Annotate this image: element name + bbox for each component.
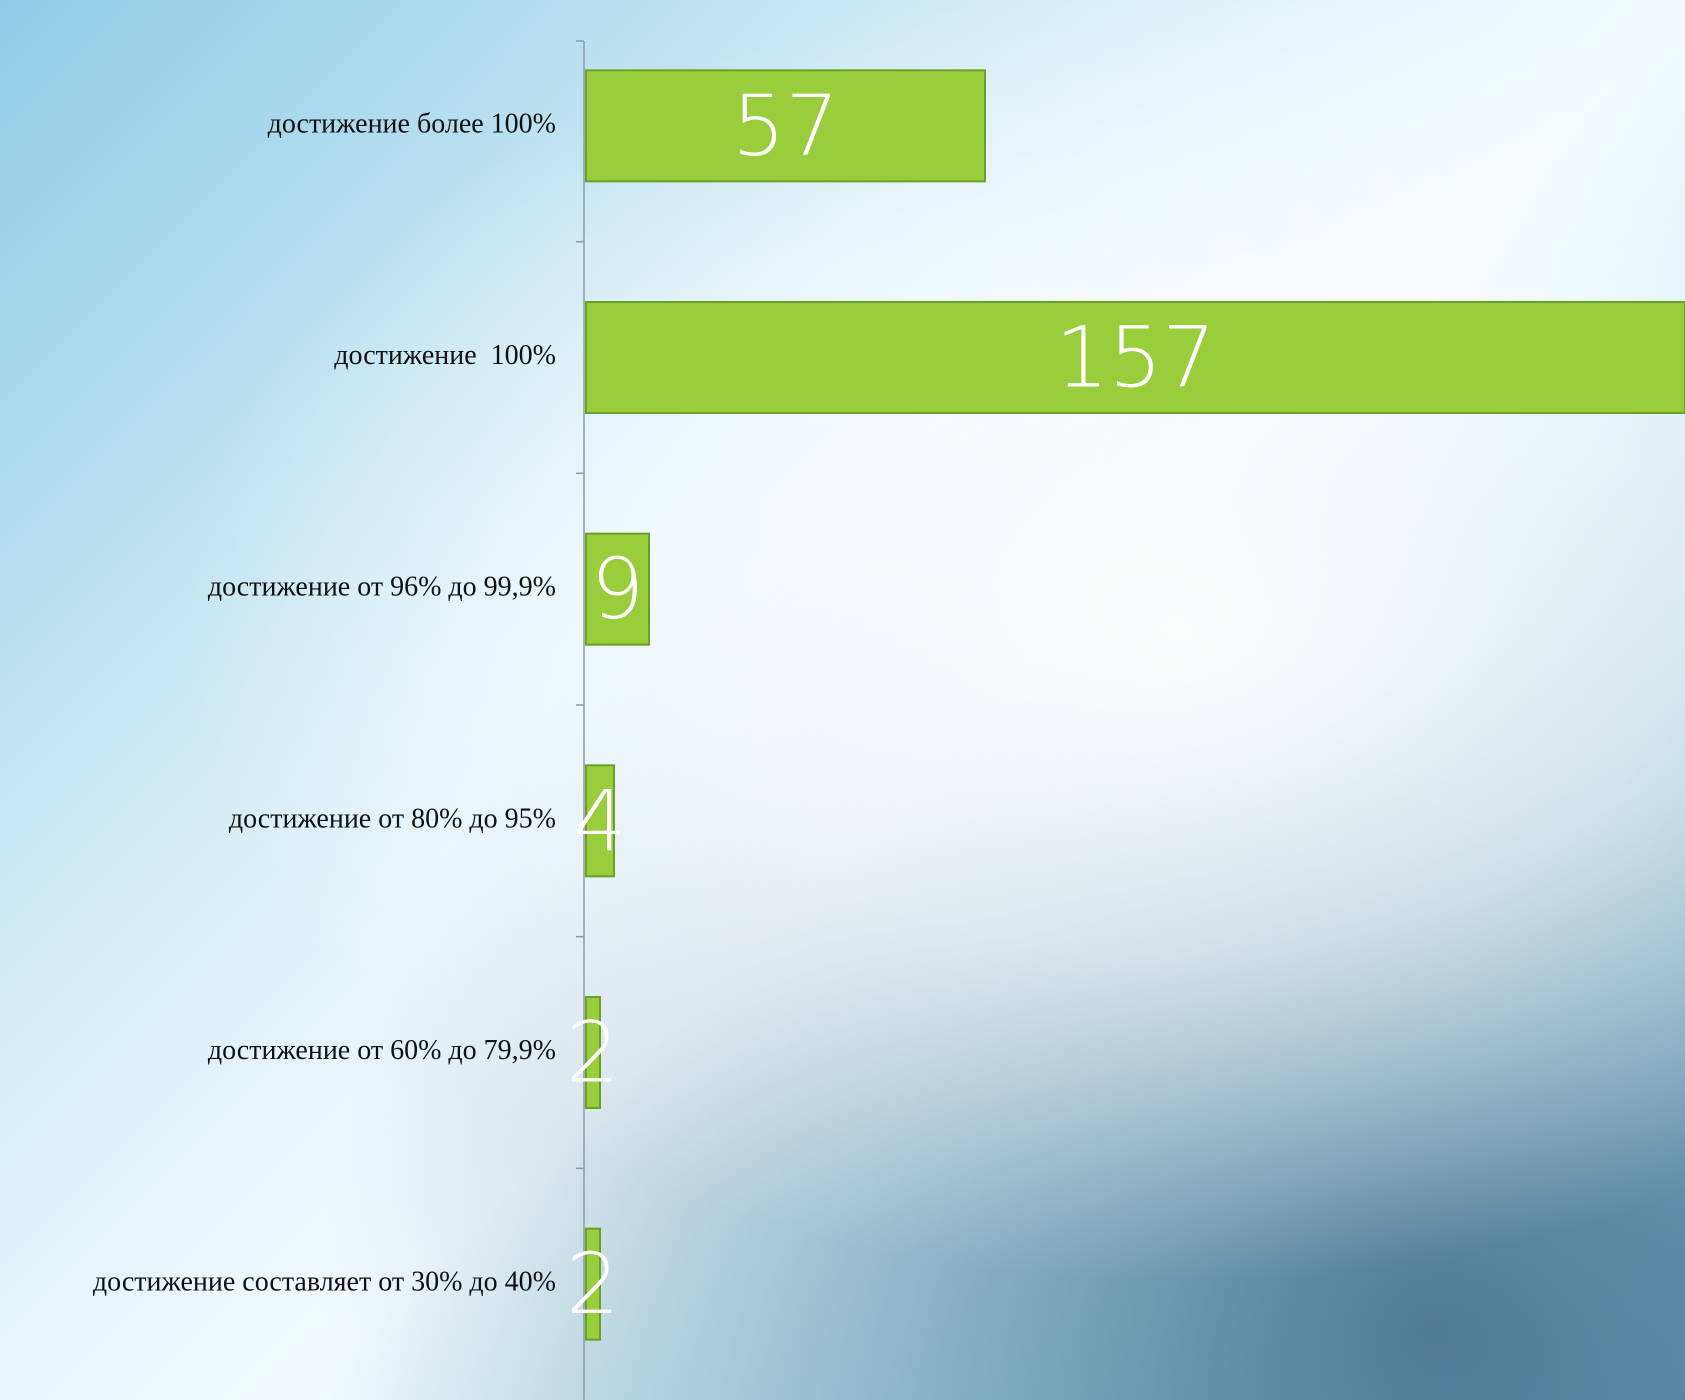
bar — [585, 764, 615, 878]
category-label: достижение от 80% до 95% — [229, 803, 556, 834]
category-label: достижение составляет от 30% до 40% — [93, 1267, 556, 1298]
category-label: достижение от 96% до 99,9% — [208, 572, 556, 603]
category-label: достижение более 100% — [268, 108, 556, 139]
bar — [585, 69, 986, 183]
bar — [585, 996, 601, 1109]
bar — [585, 301, 1685, 414]
bar — [585, 1227, 601, 1341]
value-label: 9 — [591, 540, 644, 638]
value-label: 2 — [566, 1235, 619, 1333]
value-label: 4 — [573, 772, 626, 870]
value-label: 2 — [566, 1004, 619, 1102]
bar — [585, 532, 650, 646]
category-label: достижение 100% — [334, 340, 556, 371]
value-label: 157 — [1055, 309, 1215, 407]
category-label: достижение от 60% до 79,9% — [208, 1035, 556, 1066]
value-label: 57 — [732, 77, 839, 175]
